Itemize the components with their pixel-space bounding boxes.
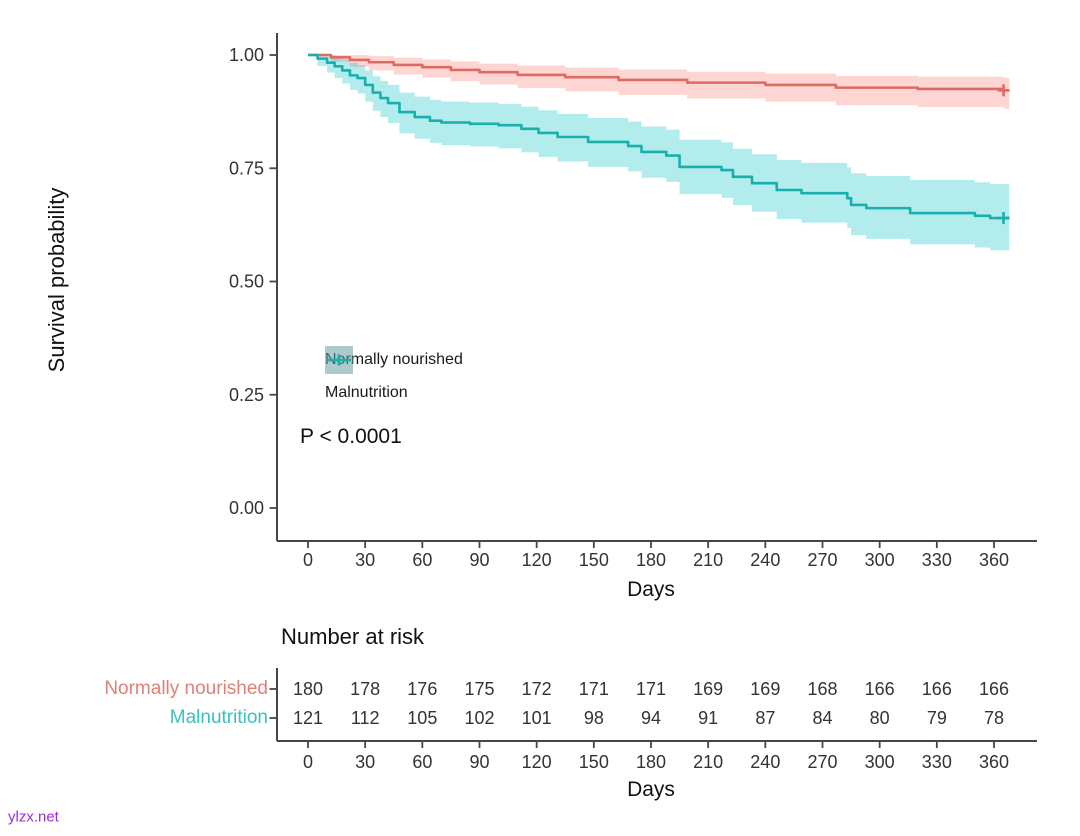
- risk-x-tick-label: 30: [355, 752, 375, 772]
- x-tick-label: 330: [922, 550, 952, 570]
- legend: Normally nourished Malnutrition: [325, 346, 463, 412]
- risk-count: 171: [636, 679, 666, 699]
- x-tick-label: 270: [807, 550, 837, 570]
- survival-curves: [308, 53, 1010, 225]
- risk-x-tick-label: 150: [579, 752, 609, 772]
- ci-band-0: [308, 55, 1010, 109]
- risk-x-tick-label: 210: [693, 752, 723, 772]
- risk-count: 169: [750, 679, 780, 699]
- censor-mark-0: [997, 84, 1010, 97]
- risk-count: 168: [807, 679, 837, 699]
- risk-count: 101: [522, 708, 552, 728]
- censor-mark-1: [997, 212, 1010, 225]
- risk-count: 87: [755, 708, 775, 728]
- risk-x-tick-label: 270: [807, 752, 837, 772]
- risk-count: 172: [522, 679, 552, 699]
- risk-count: 121: [293, 708, 323, 728]
- risk-x-tick-label: 90: [469, 752, 489, 772]
- y-tick-label: 0.75: [229, 158, 264, 178]
- risk-row-label-normally-nourished: Normally nourished: [104, 678, 268, 699]
- y-axis-title: Survival probability: [44, 187, 69, 373]
- risk-x-tick-label: 0: [303, 752, 313, 772]
- legend-item-malnutrition: Malnutrition: [325, 346, 463, 407]
- x-tick-label: 90: [469, 550, 489, 570]
- risk-count: 180: [293, 679, 323, 699]
- p-value-annotation: P < 0.0001: [300, 425, 402, 448]
- axes: [276, 33, 1037, 742]
- risk-count: 102: [464, 708, 494, 728]
- x-tick-label: 240: [750, 550, 780, 570]
- x-tick-label: 150: [579, 550, 609, 570]
- risk-count: 175: [464, 679, 494, 699]
- risk-count: 94: [641, 708, 661, 728]
- risk-count: 78: [984, 708, 1004, 728]
- risk-count: 84: [812, 708, 832, 728]
- risk-table-title: Number at risk: [281, 624, 425, 649]
- risk-x-tick-label: 330: [922, 752, 952, 772]
- y-tick-label: 1.00: [229, 45, 264, 65]
- x-tick-label: 210: [693, 550, 723, 570]
- risk-count: 98: [584, 708, 604, 728]
- risk-x-tick-label: 240: [750, 752, 780, 772]
- legend-label: Malnutrition: [325, 384, 408, 401]
- x-tick-label: 30: [355, 550, 375, 570]
- risk-x-tick-label: 120: [522, 752, 552, 772]
- y-tick-label: 0.25: [229, 385, 264, 405]
- risk-x-tick-label: 300: [865, 752, 895, 772]
- risk-table-x-axis-title: Days: [627, 778, 675, 801]
- x-axis-title: Days: [627, 578, 675, 601]
- watermark: ylzx.net: [8, 808, 59, 826]
- risk-x-tick-label: 60: [412, 752, 432, 772]
- risk-count: 112: [351, 708, 380, 728]
- risk-count: 171: [579, 679, 609, 699]
- survival-curve-0: [308, 53, 1010, 92]
- tick-marks: [269, 54, 995, 748]
- risk-count: 105: [407, 708, 437, 728]
- risk-count: 178: [350, 679, 380, 699]
- y-tick-label: 0.00: [229, 498, 264, 518]
- x-tick-label: 60: [412, 550, 432, 570]
- risk-count: 166: [979, 679, 1009, 699]
- x-tick-label: 120: [522, 550, 552, 570]
- risk-count: 166: [922, 679, 952, 699]
- risk-count: 80: [870, 708, 890, 728]
- risk-count: 79: [927, 708, 947, 728]
- risk-x-tick-label: 360: [979, 752, 1009, 772]
- x-tick-label: 180: [636, 550, 666, 570]
- risk-count: 91: [698, 708, 718, 728]
- risk-count: 176: [407, 679, 437, 699]
- x-tick-label: 360: [979, 550, 1009, 570]
- legend-key-malnutrition-icon: [325, 346, 353, 374]
- risk-x-tick-label: 180: [636, 752, 666, 772]
- x-tick-label: 300: [865, 550, 895, 570]
- tick-labels: 1.00 0.75 0.50 0.25 0.00 0 30 60 90 120 150 180 210 2…: [229, 45, 1009, 772]
- risk-row-label-malnutrition: Malnutrition: [169, 707, 268, 728]
- risk-count: 166: [865, 679, 895, 699]
- y-tick-label: 0.50: [229, 272, 264, 292]
- legend-label: Normally nourished: [325, 351, 463, 368]
- risk-count: 169: [693, 679, 723, 699]
- x-tick-label: 0: [303, 550, 313, 570]
- survival-curve-1: [308, 53, 1010, 220]
